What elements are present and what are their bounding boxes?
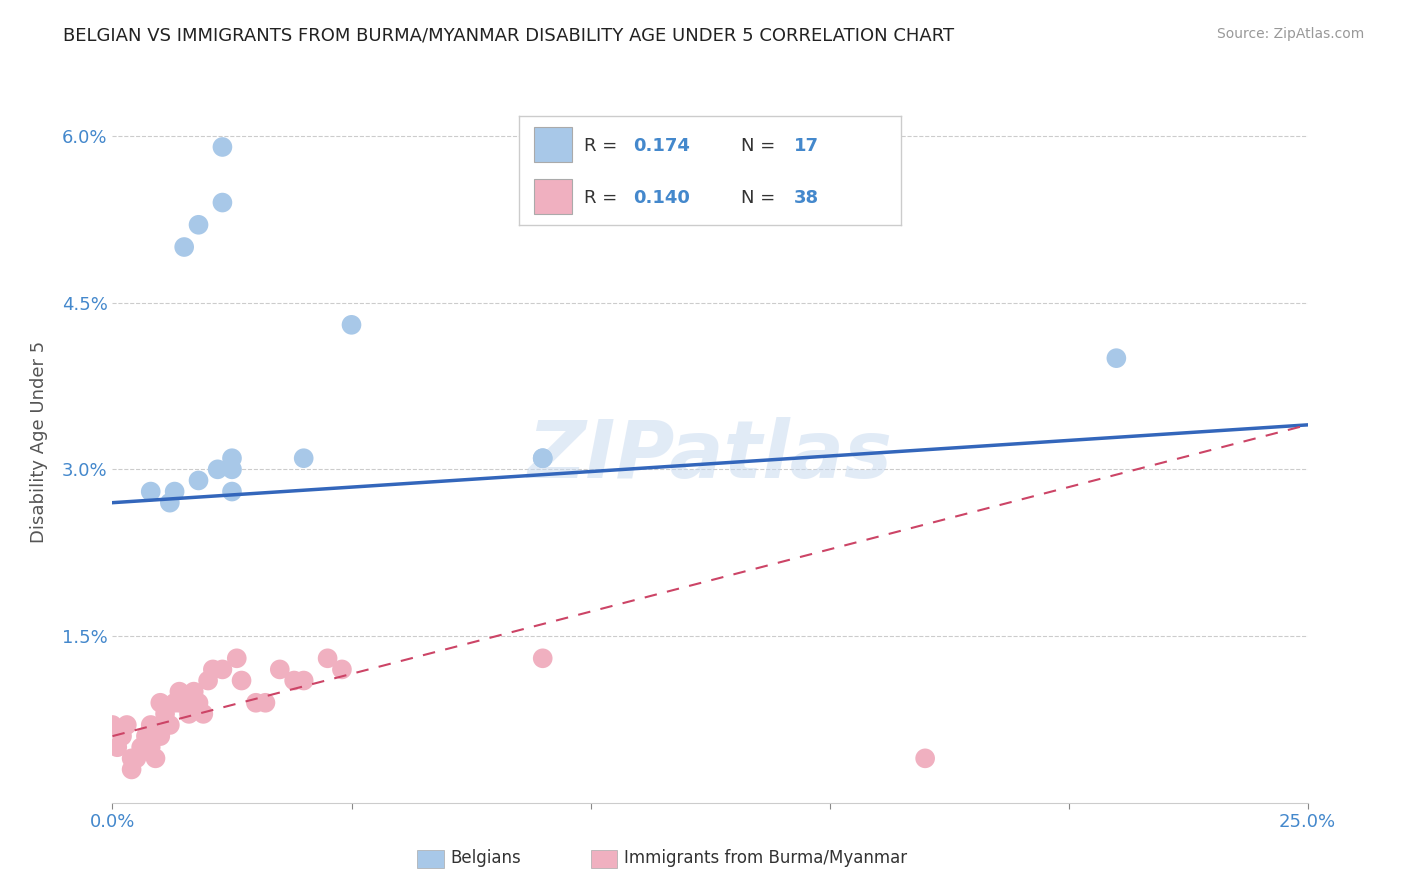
Point [105, 740, 128, 755]
Point [283, 673, 305, 688]
Point [531, 451, 554, 466]
Text: ZIPatlas: ZIPatlas [527, 417, 893, 495]
Point [531, 651, 554, 665]
Point [292, 673, 315, 688]
Point [135, 729, 157, 743]
Point [163, 696, 186, 710]
Point [121, 763, 143, 777]
Point [177, 706, 200, 721]
Point [254, 696, 277, 710]
Point [211, 195, 233, 210]
Point [187, 474, 209, 488]
Text: Belgians: Belgians [451, 849, 522, 867]
Point [1105, 351, 1128, 366]
Y-axis label: Disability Age Under 5: Disability Age Under 5 [30, 341, 48, 542]
Point [139, 484, 162, 499]
Point [149, 729, 172, 743]
FancyBboxPatch shape [418, 850, 443, 868]
Point [145, 751, 167, 765]
Point [245, 696, 267, 710]
Point [211, 140, 233, 154]
Point [197, 673, 219, 688]
Point [139, 740, 162, 755]
Point [187, 696, 209, 710]
Point [531, 451, 554, 466]
Point [169, 684, 191, 698]
Point [149, 696, 172, 710]
Point [173, 240, 195, 254]
Point [269, 662, 291, 676]
Point [111, 729, 134, 743]
Point [221, 462, 243, 476]
Point [159, 718, 181, 732]
Point [125, 751, 148, 765]
Point [129, 740, 152, 755]
FancyBboxPatch shape [591, 850, 617, 868]
Point [101, 718, 124, 732]
Point [163, 484, 186, 499]
Point [139, 718, 162, 732]
Point [173, 696, 195, 710]
Text: Source: ZipAtlas.com: Source: ZipAtlas.com [1216, 27, 1364, 41]
Point [169, 696, 191, 710]
Point [153, 706, 176, 721]
Point [225, 651, 247, 665]
Point [159, 496, 181, 510]
Point [207, 462, 229, 476]
Text: Immigrants from Burma/Myanmar: Immigrants from Burma/Myanmar [624, 849, 907, 867]
Point [221, 451, 243, 466]
Point [193, 706, 215, 721]
Point [316, 651, 339, 665]
Point [221, 484, 243, 499]
Text: BELGIAN VS IMMIGRANTS FROM BURMA/MYANMAR DISABILITY AGE UNDER 5 CORRELATION CHAR: BELGIAN VS IMMIGRANTS FROM BURMA/MYANMAR… [63, 27, 955, 45]
Point [292, 451, 315, 466]
Point [183, 684, 205, 698]
Point [121, 751, 143, 765]
Point [201, 662, 224, 676]
Point [340, 318, 363, 332]
Point [211, 662, 233, 676]
Point [187, 218, 209, 232]
Point [115, 718, 138, 732]
Point [330, 662, 353, 676]
Point [914, 751, 936, 765]
Point [231, 673, 253, 688]
